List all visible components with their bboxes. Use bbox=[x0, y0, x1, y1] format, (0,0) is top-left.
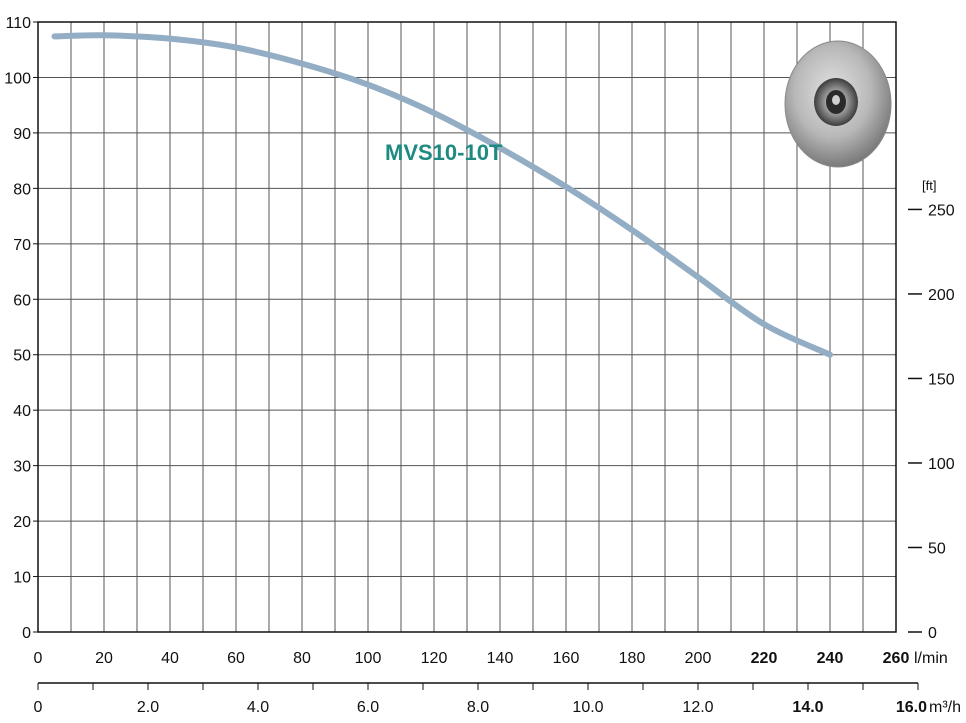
y-right-tick-label: 50 bbox=[928, 540, 946, 557]
x-m3h-tick-label: 8.0 bbox=[467, 699, 489, 716]
y-tick-label: 110 bbox=[5, 15, 31, 32]
x-axis-unit-m3h: m³/h bbox=[929, 699, 961, 716]
x-tick-label: 200 bbox=[685, 650, 712, 667]
plot-border bbox=[37, 21, 897, 633]
series-line-head bbox=[51, 32, 833, 358]
y-right-tick-label: 250 bbox=[928, 202, 955, 219]
x-m3h-tick-label: 10.0 bbox=[572, 699, 603, 716]
x-tick-label: 100 bbox=[355, 650, 382, 667]
y-right-tick-label: 200 bbox=[928, 287, 955, 304]
pump-impeller-icon bbox=[784, 40, 892, 168]
x-m3h-tick-label: 16.0 bbox=[896, 699, 927, 716]
y-tick-label: 20 bbox=[13, 514, 31, 531]
y-tick-label: 0 bbox=[22, 625, 31, 642]
x-m3h-tick-label: 0 bbox=[34, 699, 43, 716]
y-tick-label: 50 bbox=[13, 348, 31, 365]
x-tick-label: 60 bbox=[227, 650, 245, 667]
y-tick-label: 90 bbox=[13, 126, 31, 143]
y-axis-left: 0 10 20 30 40 50 60 70 80 90 100 110 bbox=[4, 15, 38, 642]
x-tick-label: 40 bbox=[161, 650, 179, 667]
x-tick-label: 120 bbox=[421, 650, 448, 667]
y-axis-right: [ft] 0 50 100 150 200 250 bbox=[908, 178, 955, 642]
grid-lines bbox=[38, 22, 896, 632]
x-axis-unit-lmin: l/min bbox=[914, 650, 948, 667]
y-right-tick-label: 100 bbox=[928, 456, 955, 473]
y-tick-label: 10 bbox=[13, 570, 31, 587]
x-tick-label: 80 bbox=[293, 650, 311, 667]
series-label: MVS10-10T bbox=[385, 140, 503, 165]
x-tick-label: 140 bbox=[487, 650, 514, 667]
x-axis-m3h: 0 2.0 4.0 6.0 8.0 10.0 12.0 14.0 16.0 m³/h bbox=[34, 682, 961, 716]
x-m3h-tick-label: 2.0 bbox=[137, 699, 159, 716]
y-tick-label: 70 bbox=[13, 237, 31, 254]
x-tick-label: 240 bbox=[817, 650, 844, 667]
x-tick-label: 260 bbox=[883, 650, 910, 667]
y-right-tick-label: 150 bbox=[928, 371, 955, 388]
x-tick-label: 220 bbox=[751, 650, 778, 667]
y-right-tick-label: 0 bbox=[928, 625, 937, 642]
y-tick-label: 80 bbox=[13, 181, 31, 198]
y-tick-label: 60 bbox=[13, 292, 31, 309]
y-right-unit: [ft] bbox=[922, 178, 936, 193]
x-tick-label: 180 bbox=[619, 650, 646, 667]
x-m3h-tick-label: 4.0 bbox=[247, 699, 269, 716]
x-m3h-tick-label: 6.0 bbox=[357, 699, 379, 716]
x-tick-label: 20 bbox=[95, 650, 113, 667]
y-tick-label: 100 bbox=[4, 70, 31, 87]
x-tick-label: 160 bbox=[553, 650, 580, 667]
x-tick-label: 0 bbox=[34, 650, 43, 667]
y-tick-label: 40 bbox=[13, 403, 31, 420]
x-m3h-tick-label: 12.0 bbox=[682, 699, 713, 716]
x-axis-lmin: 0 20 40 60 80 100 120 140 160 180 200 220 240 260 l/mi… bbox=[34, 650, 948, 667]
plot-frame bbox=[37, 21, 897, 633]
y-tick-label: 30 bbox=[13, 459, 31, 476]
x-m3h-tick-label: 14.0 bbox=[792, 699, 823, 716]
